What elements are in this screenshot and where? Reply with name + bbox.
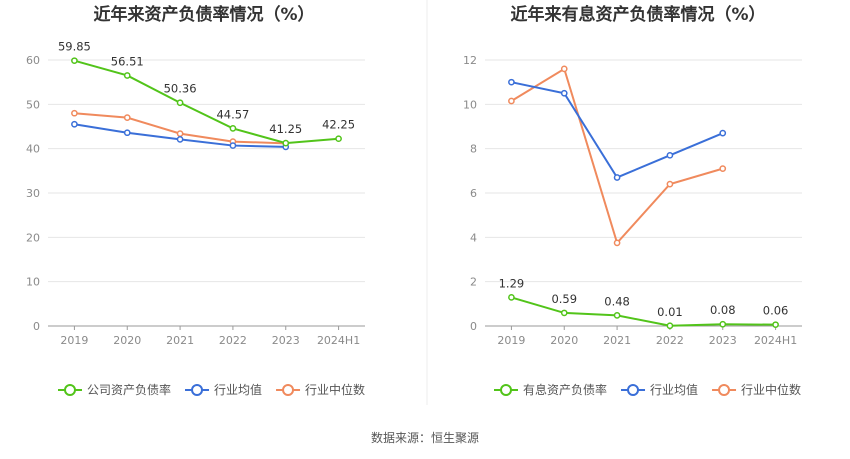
data-label: 44.57 [216,107,249,121]
data-point-median [613,239,621,247]
legend-label: 行业均值 [650,382,698,397]
data-point-avg [176,136,184,143]
data-label: 0.59 [551,292,577,306]
x-tick-label: 2024H1 [754,334,797,347]
data-point-company [719,320,727,328]
legend-item-avg[interactable]: 行业均值 [621,382,698,397]
data-label: 0.06 [763,304,789,318]
legend-label: 行业均值 [214,382,262,397]
series-line-median [510,67,724,245]
data-point-median [666,180,674,188]
right-chart-title: 近年来有息资产负债率情况（%） [510,4,765,25]
x-tick-label: 2022 [219,334,247,347]
y-tick-label: 10 [463,98,477,111]
legend-marker [191,384,204,396]
y-tick-label: 30 [26,187,40,200]
y-tick-label: 40 [26,143,40,156]
data-point-avg [560,89,568,97]
legend-label: 公司资产负债率 [87,382,171,397]
legend-label: 行业中位数 [305,382,365,397]
data-point-median [560,65,568,73]
y-tick-label: 60 [26,54,40,67]
x-tick-label: 2022 [656,334,684,347]
data-label: 0.08 [710,303,736,317]
legend-item-avg[interactable]: 行业均值 [185,382,262,397]
x-tick-label: 2021 [166,334,194,347]
legend-label: 行业中位数 [741,382,801,397]
legend-marker [282,384,295,396]
x-tick-label: 2019 [60,334,88,347]
source-note: 数据来源：恒生聚源 [371,430,479,445]
data-point-median [508,97,515,105]
y-tick-label: 12 [463,54,477,67]
data-point-avg [123,129,131,137]
legend-label: 有息资产负债率 [523,382,607,397]
legend-item-median[interactable]: 行业中位数 [712,382,801,397]
data-point-avg [508,78,515,86]
data-label: 0.48 [604,294,630,308]
x-tick-label: 2023 [709,334,737,347]
data-point-company [508,294,515,301]
data-point-median [176,130,184,137]
data-label: 41.25 [269,122,302,136]
data-point-company [666,322,674,330]
data-point-avg [719,129,727,137]
data-point-median [71,109,78,117]
x-tick-label: 2019 [497,334,525,347]
legend-item-median[interactable]: 行业中位数 [276,382,365,397]
series-line-company [511,296,776,327]
data-point-company [613,312,621,319]
data-point-company [176,99,184,107]
data-point-company [71,57,78,65]
legend-item-company[interactable]: 有息资产负债率 [494,382,607,397]
data-point-avg [71,120,78,128]
y-tick-label: 10 [26,276,40,289]
data-point-company [772,321,779,329]
legend-marker [718,384,731,396]
data-label: 1.29 [499,276,525,290]
y-tick-label: 50 [26,98,40,111]
y-tick-label: 0 [33,320,40,333]
data-point-avg [613,174,621,181]
x-tick-label: 2023 [272,334,300,347]
series-line-company [74,59,339,145]
data-label: 50.36 [164,82,197,96]
x-tick-label: 2020 [550,334,578,347]
data-point-avg [666,151,674,159]
data-label: 59.85 [58,40,91,54]
series-line-avg [511,81,724,179]
data-point-median [123,114,131,121]
left-chart-title: 近年来资产负债率情况（%） [93,4,314,25]
data-point-company [282,139,290,147]
y-tick-label: 6 [470,187,477,200]
x-tick-label: 2021 [603,334,631,347]
y-tick-label: 0 [470,320,477,333]
legend-item-company[interactable]: 公司资产负债率 [58,382,171,397]
x-tick-label: 2020 [113,334,141,347]
left-chart: 0 10 20 30 40 50 60 2019 2020 2021 2022 2023 2024H1 5… [26,40,365,397]
right-chart: 0 2 4 6 8 10 12 2019 2020 2021 2022 2023 2024H1 1.29 0… [463,54,802,397]
data-point-avg [229,142,237,149]
legend-marker [500,384,512,396]
data-label: 42.25 [322,118,355,132]
data-label: 0.01 [657,305,683,319]
data-point-company [123,72,131,79]
y-tick-label: 4 [470,231,477,244]
y-tick-label: 20 [26,231,40,244]
y-tick-label: 2 [470,276,477,289]
y-tick-label: 8 [470,143,477,156]
data-point-company [229,125,237,132]
data-point-company [560,309,568,317]
legend-marker [64,384,76,396]
data-point-company [335,135,342,143]
data-point-median [719,165,727,172]
data-label: 56.51 [111,54,144,68]
legend-marker [627,384,640,396]
x-tick-label: 2024H1 [317,334,360,347]
